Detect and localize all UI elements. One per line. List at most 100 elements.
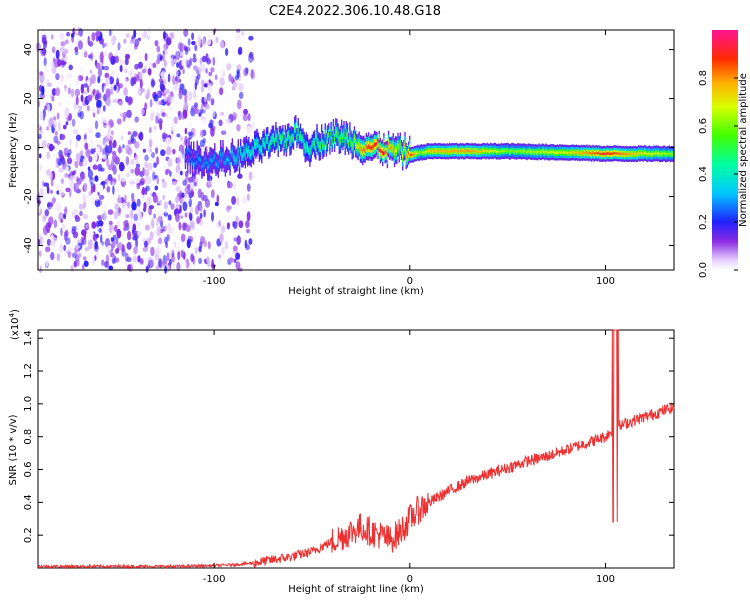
spectrogram-cell <box>120 163 125 171</box>
spectrogram-cell <box>209 119 214 125</box>
spectrogram-ridge-cell <box>413 152 416 155</box>
spectrogram-cell <box>112 164 117 175</box>
spectrogram-ridge-cell <box>398 147 400 152</box>
spectrogram-cell <box>192 57 197 63</box>
spectrogram-y-label: Frequency (Hz) <box>8 112 19 188</box>
x-tick-label: 100 <box>596 276 615 287</box>
spectrogram-ridge-cell <box>352 142 355 147</box>
y-tick-label: 20 <box>23 92 34 105</box>
spectrogram-cell <box>170 249 175 254</box>
spectrogram-ridge-cell <box>547 151 549 154</box>
snr-y-ticks: 0.2 0.4 0.6 0.8 1.0 1.2 1.4 <box>23 330 674 543</box>
spectrogram-ridge-cell <box>662 152 664 155</box>
spectrogram-ridge-cell <box>464 150 466 153</box>
spectrogram-cell <box>96 62 101 70</box>
spectrogram-cell <box>203 97 207 103</box>
spectrogram-ridge-cell <box>467 149 470 153</box>
spectrogram-cell <box>156 176 159 185</box>
spectrogram-cell <box>110 130 114 136</box>
spectrogram-cell <box>167 214 172 221</box>
spectrogram-ridge-cell <box>286 134 289 139</box>
spectrogram-ridge-cell <box>458 150 460 153</box>
spectrogram-cell <box>236 28 241 33</box>
spectrogram-ridge-cell <box>457 150 459 153</box>
spectrogram-cell <box>152 62 157 69</box>
spectrogram-ridge-cell <box>276 136 278 140</box>
spectrogram-cell <box>243 67 249 77</box>
spectrogram-ridge-cell <box>333 137 336 141</box>
spectrogram-cell <box>119 59 125 66</box>
spectrogram-cell <box>201 55 207 63</box>
spectrogram-cell <box>184 187 188 192</box>
spectrogram-ridge-cell <box>623 153 626 156</box>
snr-series-line <box>37 329 675 570</box>
spectrogram-cell <box>210 98 215 106</box>
spectrogram-ridge-cell <box>658 152 660 155</box>
spectrogram-cell <box>55 87 61 97</box>
spectrogram-cell <box>82 157 88 167</box>
spectrogram-cell <box>218 220 221 227</box>
spectrogram-ridge-cell <box>270 138 272 143</box>
spectrogram-cell <box>86 150 91 156</box>
spectrogram-ridge-cell <box>291 135 293 140</box>
spectrogram-cell <box>201 37 206 46</box>
spectrogram-cell <box>70 264 74 271</box>
spectrogram-cell <box>154 230 158 238</box>
spectrogram-ridge-cell <box>349 134 351 139</box>
spectrogram-cell <box>172 58 179 64</box>
spectrogram-cell <box>92 91 96 96</box>
spectrogram-cell <box>150 218 155 229</box>
spectrogram-cell <box>79 65 86 73</box>
spectrogram-cell <box>198 35 202 46</box>
spectrogram-cell <box>108 140 113 146</box>
spectrogram-cell <box>123 87 128 96</box>
spectrogram-ridge-cell <box>525 150 527 153</box>
spectrogram-cell <box>70 32 75 38</box>
spectrogram-ridge-cell <box>434 149 437 153</box>
spectrogram-cell <box>187 91 193 101</box>
spectrogram-cell <box>193 107 199 115</box>
spectrogram-cell <box>180 233 186 242</box>
spectrogram-cell <box>51 96 55 102</box>
spectrogram-ridge-cell <box>362 148 364 153</box>
spectrogram-cell <box>101 241 105 246</box>
y-tick-label: -20 <box>23 188 34 204</box>
spectrogram-cell <box>238 220 244 229</box>
spectrogram-cell <box>192 235 198 240</box>
spectrogram-x-label: Height of straight line (km) <box>288 286 424 297</box>
spectrogram-cell <box>226 222 230 230</box>
spectrogram-cell <box>120 230 126 236</box>
spectrogram-cell <box>47 103 51 114</box>
spectrogram-ridge-cell <box>531 151 533 154</box>
spectrogram-cell <box>126 165 132 170</box>
spectrogram-cell <box>135 177 141 184</box>
spectrogram-ridge-cell <box>345 132 347 137</box>
spectrogram-cell <box>207 241 211 250</box>
spectrogram-ridge-cell <box>460 150 463 153</box>
spectrogram-cell <box>92 233 98 242</box>
spectrogram-cell <box>43 57 47 67</box>
spectrogram-ridge-cell <box>655 151 657 155</box>
spectrogram-cell <box>149 231 154 241</box>
spectrogram-ridge-cell <box>437 150 439 153</box>
spectrogram-cell <box>152 194 158 203</box>
spectrogram-cell <box>90 148 95 155</box>
spectrogram-ridge-cell <box>522 150 525 153</box>
spectrogram-cell <box>163 201 168 211</box>
spectrogram-cell <box>199 57 203 65</box>
spectrogram-cell <box>235 252 241 260</box>
spectrogram-ridge-cell <box>515 150 518 154</box>
spectrogram-cell <box>113 211 119 220</box>
spectrogram-ridge-cell <box>630 153 633 156</box>
spectrogram-ridge-cell <box>492 150 494 153</box>
spectrogram-cell <box>65 187 71 193</box>
spectrogram-cell <box>166 265 171 273</box>
y-tick-label: 0.8 <box>23 429 34 445</box>
spectrogram-cell <box>219 77 225 86</box>
spectrogram-cell <box>237 48 242 56</box>
spectrogram-ridge-cell <box>527 150 529 153</box>
spectrogram-cell <box>241 46 247 55</box>
spectrogram-cell <box>96 107 102 115</box>
spectrogram-cell <box>211 108 216 118</box>
